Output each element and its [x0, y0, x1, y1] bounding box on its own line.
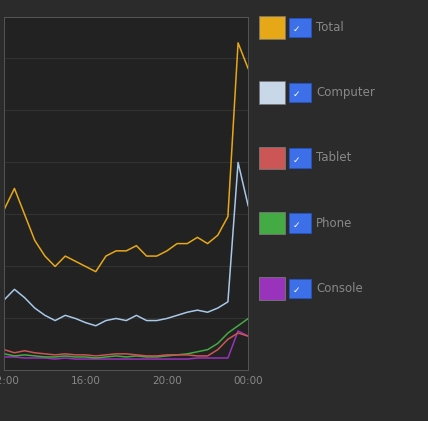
- Text: Console: Console: [316, 282, 363, 295]
- Text: ✓: ✓: [292, 286, 300, 295]
- Text: ✓: ✓: [292, 155, 300, 165]
- Text: Tablet: Tablet: [316, 152, 352, 164]
- Text: Phone: Phone: [316, 217, 353, 229]
- Text: Computer: Computer: [316, 86, 375, 99]
- Text: ✓: ✓: [292, 25, 300, 34]
- Text: ✓: ✓: [292, 90, 300, 99]
- Text: Total: Total: [316, 21, 344, 34]
- Text: ✓: ✓: [292, 221, 300, 230]
